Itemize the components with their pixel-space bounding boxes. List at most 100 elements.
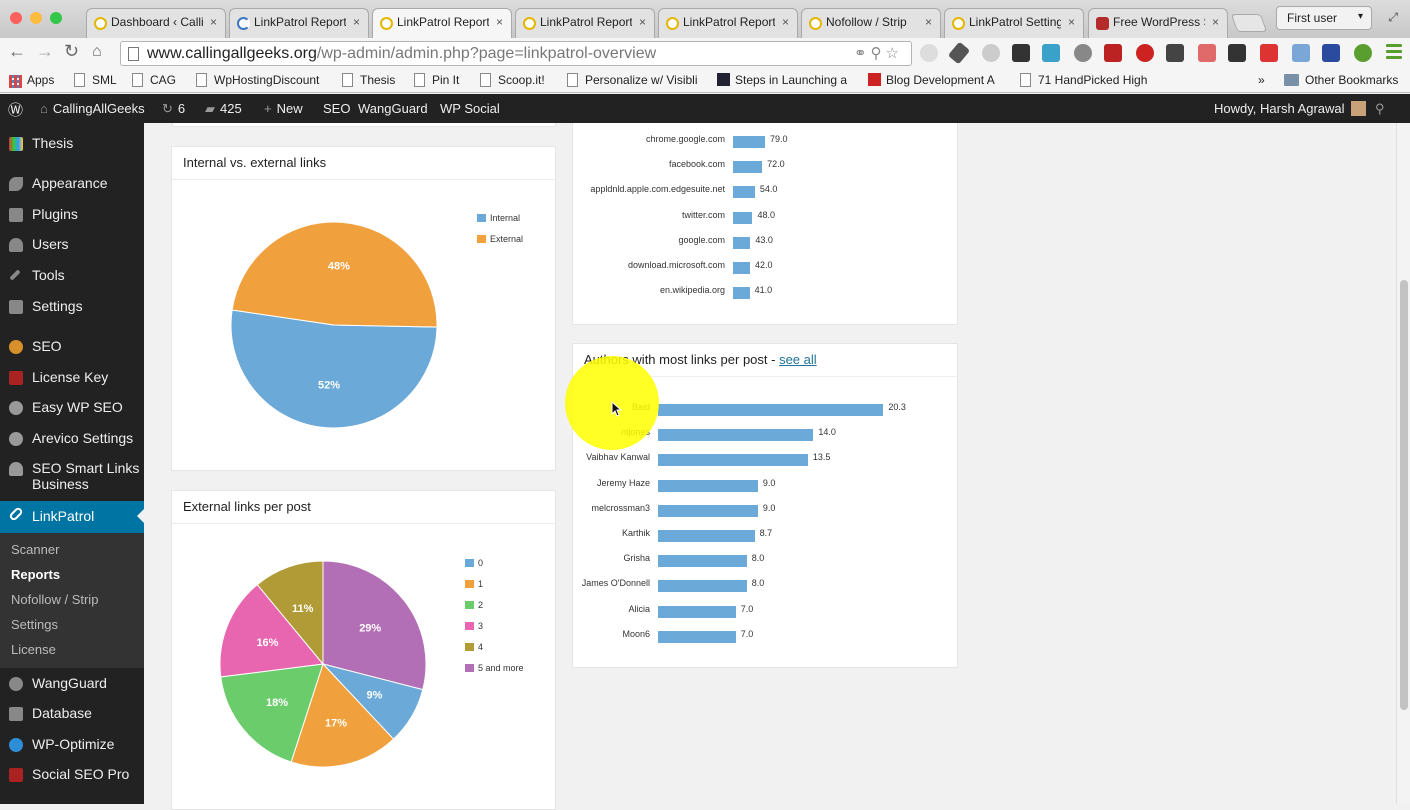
browser-tab[interactable]: LinkPatrol Setting ×: [944, 8, 1084, 38]
bookmark-item[interactable]: Blog Development A: [868, 73, 995, 87]
fullscreen-icon[interactable]: ⤢: [1388, 10, 1398, 24]
menu-icon[interactable]: [1386, 44, 1402, 60]
menu-wp-optimize[interactable]: WP-Optimize: [0, 736, 144, 766]
bookmark-item[interactable]: 71 HandPicked High: [1020, 73, 1147, 87]
menu-appearance[interactable]: Appearance: [0, 175, 144, 205]
bookmark-item[interactable]: Steps in Launching a: [717, 73, 847, 87]
close-tab-icon[interactable]: ×: [1067, 15, 1075, 29]
menu-users[interactable]: Users: [0, 236, 144, 266]
close-tab-icon[interactable]: ×: [352, 15, 360, 29]
back-button[interactable]: ←: [8, 41, 26, 61]
bookmark-item[interactable]: SML: [74, 73, 117, 87]
menu-database[interactable]: Database: [0, 705, 144, 735]
scrollbar-thumb[interactable]: [1400, 280, 1408, 710]
extension-icon[interactable]: [1354, 44, 1372, 62]
menu-thesis[interactable]: Thesis: [0, 135, 144, 165]
new-tab-button[interactable]: [1230, 14, 1268, 32]
minimize-window-button[interactable]: [30, 12, 42, 24]
close-tab-icon[interactable]: ×: [924, 15, 932, 29]
submenu-settings[interactable]: Settings: [11, 617, 58, 632]
close-tab-icon[interactable]: ×: [781, 15, 789, 29]
menu-arevico-settings[interactable]: Arevico Settings: [0, 430, 144, 460]
menu-plugins[interactable]: Plugins: [0, 206, 144, 236]
extension-icon[interactable]: [1228, 44, 1246, 62]
bookmark-star-icon[interactable]: ☆: [885, 45, 903, 62]
bookmark-item[interactable]: Scoop.it!: [480, 73, 545, 87]
menu-easy-wp-seo[interactable]: Easy WP SEO: [0, 399, 144, 429]
legend-item[interactable]: 2: [465, 600, 524, 621]
see-all-link[interactable]: see all: [779, 352, 817, 367]
search-icon[interactable]: ⚲: [870, 45, 886, 62]
close-tab-icon[interactable]: ×: [495, 15, 503, 29]
extension-icon[interactable]: [1042, 44, 1060, 62]
browser-tab[interactable]: LinkPatrol Report ×: [372, 8, 512, 38]
menu-tools[interactable]: Tools: [0, 267, 144, 297]
extension-icon[interactable]: [1166, 44, 1184, 62]
bookmarks-overflow-button[interactable]: »: [1258, 73, 1265, 87]
layers-icon[interactable]: [1012, 44, 1030, 62]
menu-settings[interactable]: Settings: [0, 298, 144, 328]
browser-tab[interactable]: Dashboard ‹ Calli ×: [86, 8, 226, 38]
extension-icon[interactable]: [1074, 44, 1092, 62]
browser-tab[interactable]: Nofollow / Strip ×: [801, 8, 941, 38]
bookmark-item[interactable]: WpHostingDiscount: [196, 73, 319, 87]
extension-icon[interactable]: [1136, 44, 1154, 62]
adminbar-wangguard[interactable]: WangGuard: [358, 101, 428, 116]
forward-button[interactable]: →: [36, 41, 54, 61]
adminbar-wp-social[interactable]: WP Social: [440, 101, 500, 116]
extension-icon[interactable]: [982, 44, 1000, 62]
address-bar[interactable]: www.callingallgeeks.org/wp-admin/admin.p…: [120, 41, 912, 66]
menu-wangguard[interactable]: WangGuard: [0, 675, 144, 705]
reload-button[interactable]: ↻: [64, 41, 80, 61]
browser-tab[interactable]: LinkPatrol Report ×: [515, 8, 655, 38]
legend-item[interactable]: 0: [465, 558, 524, 579]
bookmark-item[interactable]: Personalize w/ Visibli: [567, 73, 698, 87]
browser-tab[interactable]: Free WordPress S ×: [1088, 8, 1228, 38]
browser-tab[interactable]: LinkPatrol Report ×: [658, 8, 798, 38]
updates-link[interactable]: ↻ 6: [162, 101, 185, 117]
legend-item[interactable]: 4: [465, 642, 524, 663]
new-content-link[interactable]: + New: [264, 101, 303, 116]
omnibox-actions[interactable]: ⚭⚲☆: [854, 44, 903, 62]
extension-icon[interactable]: [1104, 44, 1122, 62]
extension-icon[interactable]: [920, 44, 938, 62]
page-scrollbar[interactable]: [1396, 123, 1410, 804]
menu-social-seo-pro[interactable]: Social SEO Pro: [0, 766, 144, 796]
close-tab-icon[interactable]: ×: [1211, 15, 1219, 29]
menu-license-key[interactable]: License Key: [0, 369, 144, 399]
profile-button[interactable]: First user ▾: [1276, 6, 1372, 30]
extension-icon[interactable]: [1198, 44, 1216, 62]
legend-item[interactable]: External: [477, 234, 523, 255]
legend-item[interactable]: 3: [465, 621, 524, 642]
other-bookmarks[interactable]: Other Bookmarks: [1284, 73, 1398, 87]
extension-icon[interactable]: [1322, 44, 1340, 62]
legend-item[interactable]: 5 and more: [465, 663, 524, 684]
adminbar-seo[interactable]: SEO: [323, 101, 351, 116]
menu-seo-smart-links[interactable]: SEO Smart Links Business: [0, 460, 144, 504]
bookmark-item[interactable]: Pin It: [414, 73, 459, 87]
submenu-reports[interactable]: Reports: [11, 567, 61, 582]
extension-icon[interactable]: [1260, 44, 1278, 62]
legend-item[interactable]: 1: [465, 579, 524, 600]
search-icon[interactable]: ⚲: [1375, 101, 1385, 116]
menu-seo[interactable]: SEO: [0, 338, 144, 368]
legend-item[interactable]: Internal: [477, 213, 523, 234]
bookmark-item[interactable]: Thesis: [342, 73, 395, 87]
close-tab-icon[interactable]: ×: [209, 15, 217, 29]
close-window-button[interactable]: [10, 12, 22, 24]
submenu-nofollow-strip[interactable]: Nofollow / Strip: [11, 592, 99, 607]
close-tab-icon[interactable]: ×: [638, 15, 646, 29]
zoom-window-button[interactable]: [50, 12, 62, 24]
wordpress-logo-icon[interactable]: Ⓦ: [8, 102, 24, 119]
my-account-link[interactable]: Howdy, Harsh Agrawal: [1214, 101, 1366, 116]
link-icon[interactable]: ⚭: [853, 45, 871, 62]
submenu-scanner[interactable]: Scanner: [11, 542, 60, 557]
browser-tab[interactable]: LinkPatrol Report ×: [229, 8, 369, 38]
home-button[interactable]: ⌂: [92, 43, 102, 60]
comments-link[interactable]: ▰ 425: [205, 101, 242, 117]
bookmark-apps[interactable]: Apps: [9, 73, 54, 88]
site-name-link[interactable]: ⌂ CallingAllGeeks: [40, 101, 145, 116]
bookmark-item[interactable]: CAG: [132, 73, 176, 87]
extension-icon[interactable]: [1292, 44, 1310, 62]
menu-linkpatrol[interactable]: LinkPatrol: [0, 501, 144, 533]
